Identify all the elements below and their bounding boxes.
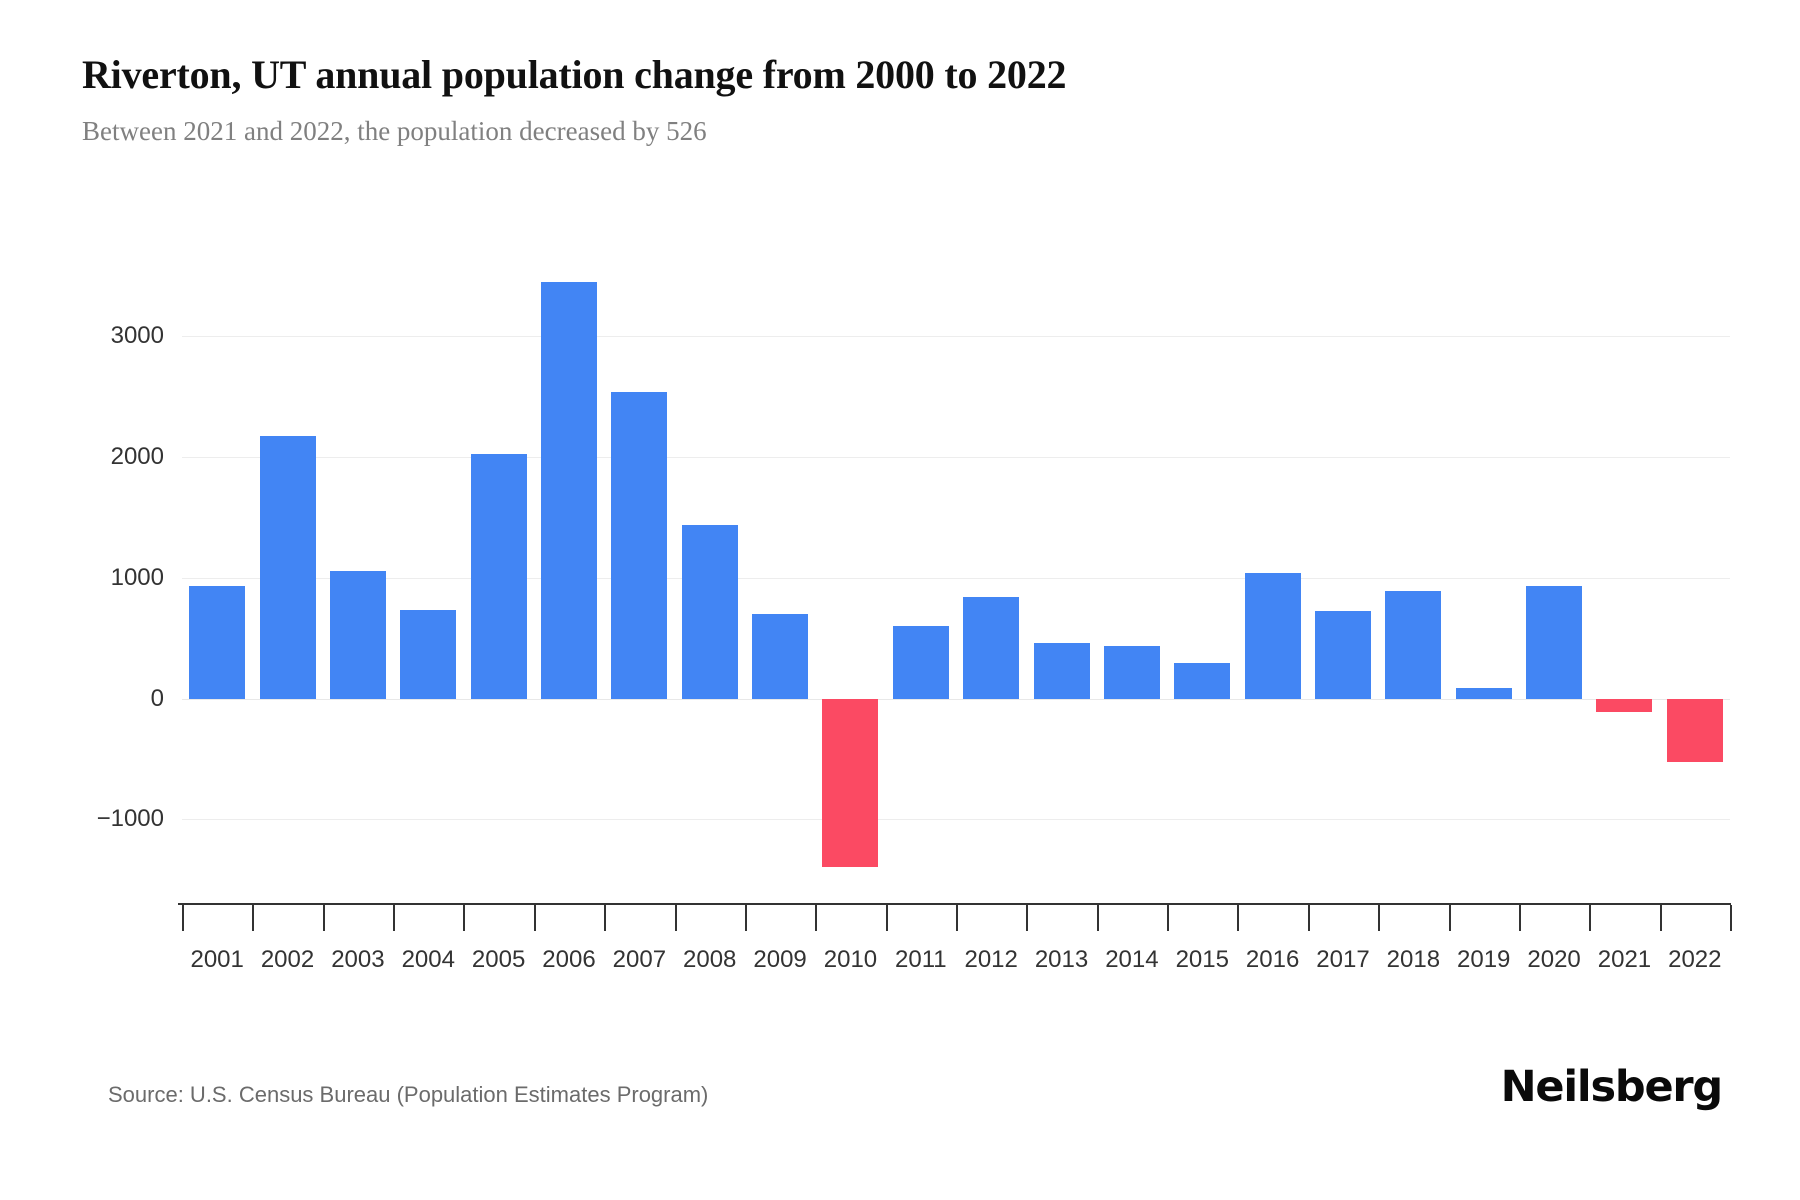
x-axis-tick-label-2009: 2009: [753, 946, 807, 973]
gridline-2000: [182, 457, 1730, 459]
gridline-0: [182, 698, 1730, 700]
x-axis-tick-label-2018: 2018: [1386, 946, 1441, 973]
chart-subtitle: Between 2021 and 2022, the population de…: [82, 116, 707, 146]
bar-2007[interactable]: [611, 392, 668, 699]
x-axis-tick-label-2020: 2020: [1527, 946, 1581, 973]
x-axis-tick: [1378, 905, 1381, 931]
x-axis-tick: [1237, 905, 1240, 931]
gridline-1000: [182, 577, 1730, 579]
bar-2011[interactable]: [892, 626, 949, 699]
x-axis-tick-label-2013: 2013: [1034, 946, 1089, 973]
bar-2005[interactable]: [470, 454, 527, 699]
x-axis-tick-label-2015: 2015: [1175, 946, 1229, 973]
x-axis-tick: [322, 905, 325, 931]
x-axis-tick: [956, 905, 958, 931]
brand-logo: Neilsberg: [1500, 1062, 1724, 1112]
x-axis-tick-label-2002: 2002: [260, 946, 315, 973]
bar-2002[interactable]: [259, 436, 316, 699]
chart-header: Riverton, UT annual population change fr…: [82, 52, 1722, 147]
bar-2010[interactable]: [822, 698, 879, 867]
page-title: Riverton, UT annual population change fr…: [82, 52, 1067, 97]
bar-2015[interactable]: [1174, 663, 1231, 699]
x-axis-tick-label-2006: 2006: [542, 946, 596, 973]
x-axis-tick-label-2011: 2011: [895, 946, 947, 973]
x-axis-tick: [1448, 905, 1451, 931]
bar-2022[interactable]: [1666, 698, 1723, 763]
x-axis-tick: [1026, 905, 1029, 931]
bar-2013[interactable]: [1033, 643, 1090, 699]
x-axis-tick: [815, 905, 818, 931]
x-axis-tick: [1659, 905, 1662, 931]
gridline-3000: [182, 336, 1730, 338]
x-axis-line: [178, 903, 1731, 905]
x-axis-tick-label-2016: 2016: [1245, 946, 1300, 973]
bar-chart-plot: 3000 2000 1000 0 −1000: [97, 258, 1730, 904]
bar-2014[interactable]: [1103, 645, 1160, 699]
x-axis-tick-label-2021: 2021: [1597, 946, 1652, 973]
x-axis-tick: [674, 905, 677, 931]
x-axis-tick-label-2019: 2019: [1457, 946, 1511, 973]
bar-2016[interactable]: [1244, 572, 1301, 699]
x-axis-tick: [1096, 905, 1099, 931]
x-axis-tick: [252, 905, 255, 931]
bar-2009[interactable]: [752, 613, 809, 699]
x-axis-tick: [1307, 905, 1310, 931]
x-axis-tick-label-2007: 2007: [612, 946, 667, 973]
x-axis-tick: [533, 905, 536, 931]
bar-2003[interactable]: [329, 570, 386, 699]
x-axis-tick: [1589, 905, 1592, 931]
bar-2019[interactable]: [1455, 687, 1512, 699]
x-axis-tick-label-2022: 2022: [1668, 946, 1722, 973]
x-axis-tick: [1518, 905, 1521, 931]
bar-2020[interactable]: [1526, 585, 1583, 699]
bar-2004[interactable]: [400, 609, 457, 699]
bar-2012[interactable]: [963, 596, 1020, 699]
x-axis-tick: [463, 905, 466, 931]
x-axis-tick: [604, 905, 607, 931]
y-axis-tick-label: 2000: [110, 443, 164, 471]
x-axis-tick-label-2008: 2008: [683, 946, 737, 973]
x-axis-tick-label-2004: 2004: [401, 946, 455, 973]
bar-2008[interactable]: [681, 525, 738, 699]
bar-2001[interactable]: [189, 585, 246, 699]
x-axis-tick: [744, 905, 747, 931]
bar-2006[interactable]: [541, 281, 597, 699]
y-axis-tick-label: 0: [150, 684, 164, 712]
x-axis-tick-label-2001: 2001: [190, 946, 244, 973]
x-axis-tick: [393, 905, 396, 931]
x-axis-tick: [182, 905, 184, 931]
x-axis-tick: [1167, 905, 1170, 931]
x-axis-tick-label-2014: 2014: [1105, 946, 1159, 973]
x-axis-tick-label-2012: 2012: [964, 946, 1018, 973]
x-axis-tick: [1730, 905, 1732, 931]
y-axis-tick-label: −1000: [96, 805, 164, 833]
x-axis-tick-label-2005: 2005: [471, 946, 526, 973]
bar-2018[interactable]: [1385, 591, 1442, 699]
bar-2017[interactable]: [1315, 610, 1371, 699]
y-axis-tick-label: 3000: [110, 322, 164, 350]
x-axis-tick-label-2010: 2010: [823, 946, 878, 973]
gridline--1000: [182, 819, 1730, 821]
x-axis-tick-label-2003: 2003: [331, 946, 385, 973]
y-axis-tick-label: 1000: [110, 563, 164, 591]
x-axis-tick: [885, 905, 888, 931]
bar-2021[interactable]: [1596, 698, 1653, 712]
source-note: Source: U.S. Census Bureau (Population E…: [108, 1082, 709, 1107]
x-axis-tick-label-2017: 2017: [1316, 946, 1370, 973]
